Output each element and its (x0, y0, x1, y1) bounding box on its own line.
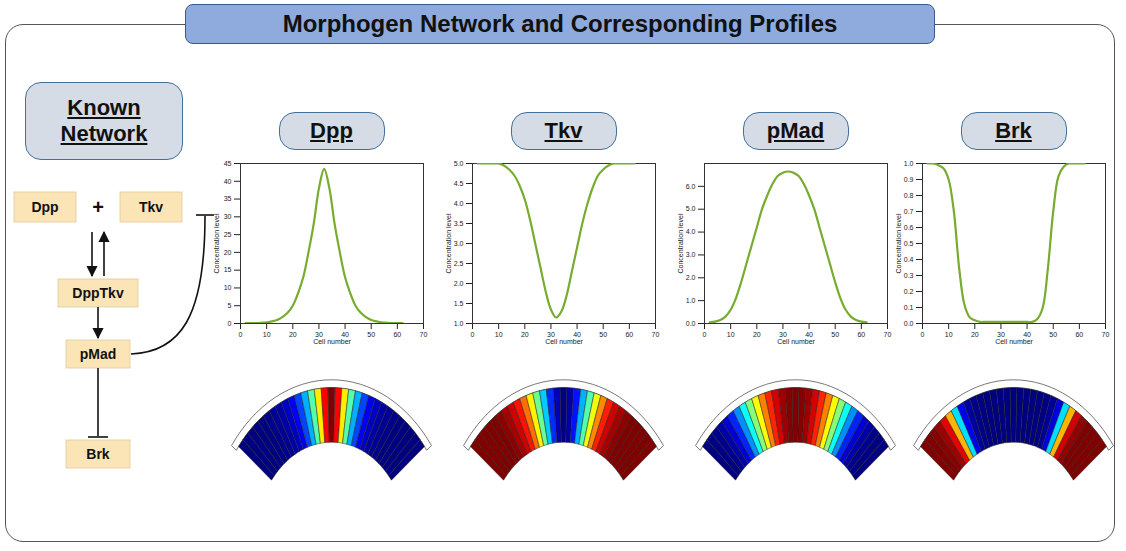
svg-text:pMad: pMad (80, 346, 117, 362)
svg-text:25: 25 (224, 231, 232, 238)
svg-text:45: 45 (224, 160, 232, 167)
svg-text:20: 20 (971, 331, 979, 338)
svg-text:2.5: 2.5 (454, 260, 464, 267)
svg-text:Tkv: Tkv (139, 199, 163, 215)
svg-text:20: 20 (753, 331, 761, 338)
svg-text:3.0: 3.0 (454, 240, 464, 247)
svg-text:40: 40 (573, 331, 581, 339)
svg-text:40: 40 (341, 331, 349, 339)
svg-text:+: + (92, 196, 104, 218)
svg-text:5.0: 5.0 (686, 205, 696, 212)
svg-text:60: 60 (1075, 331, 1083, 338)
svg-text:50: 50 (831, 331, 839, 338)
svg-text:0: 0 (228, 320, 232, 327)
svg-text:70: 70 (884, 331, 892, 338)
svg-text:4.0: 4.0 (686, 228, 696, 235)
svg-text:0: 0 (471, 331, 475, 338)
svg-text:2.0: 2.0 (686, 274, 696, 281)
svg-text:20: 20 (521, 331, 529, 338)
svg-text:10: 10 (727, 331, 735, 338)
svg-text:Brk: Brk (86, 446, 110, 462)
svg-text:50: 50 (1049, 331, 1057, 338)
svg-text:5.0: 5.0 (454, 160, 464, 167)
svg-text:15: 15 (224, 266, 232, 273)
svg-text:1.0: 1.0 (904, 160, 914, 167)
svg-text:0.9: 0.9 (904, 176, 914, 183)
svg-text:40: 40 (805, 331, 813, 339)
svg-text:Cell number: Cell number (545, 338, 583, 345)
svg-text:40: 40 (1023, 331, 1031, 339)
svg-text:10: 10 (495, 331, 503, 338)
svg-text:30: 30 (224, 213, 232, 220)
svg-text:0.7: 0.7 (904, 208, 914, 215)
svg-text:20: 20 (224, 249, 232, 256)
svg-text:60: 60 (393, 331, 401, 338)
svg-text:30: 30 (547, 331, 555, 339)
svg-text:0: 0 (239, 331, 243, 338)
svg-text:3.5: 3.5 (454, 220, 464, 227)
svg-text:1.0: 1.0 (686, 297, 696, 304)
html-text:Morphogen Network and Correspo: Morphogen Network and Corresponding Prof… (282, 10, 838, 37)
svg-text:0.4: 0.4 (904, 256, 914, 263)
svg-text:10: 10 (945, 331, 953, 338)
svg-text:10: 10 (224, 284, 232, 291)
svg-text:20: 20 (289, 331, 297, 338)
svg-text:Cell number: Cell number (313, 338, 351, 345)
svg-text:60: 60 (857, 331, 865, 338)
svg-text:60: 60 (625, 331, 633, 338)
svg-text:0: 0 (703, 331, 707, 338)
svg-text:30: 30 (997, 331, 1005, 339)
svg-text:0.0: 0.0 (686, 320, 696, 327)
svg-text:DppTkv: DppTkv (72, 285, 124, 301)
html-text:Brk: Brk (995, 118, 1032, 143)
svg-text:Cell number: Cell number (777, 338, 815, 345)
svg-text:70: 70 (652, 331, 660, 338)
svg-text:Concentration level: Concentration level (677, 213, 684, 273)
svg-text:4.0: 4.0 (454, 200, 464, 207)
html-text:pMad: pMad (766, 118, 825, 143)
svg-text:Dpp: Dpp (31, 199, 58, 215)
svg-text:1.5: 1.5 (454, 300, 464, 307)
svg-text:1.0: 1.0 (454, 320, 464, 327)
svg-text:6.0: 6.0 (686, 183, 696, 190)
svg-text:40: 40 (224, 178, 232, 185)
svg-text:0: 0 (921, 331, 925, 338)
svg-text:0.2: 0.2 (904, 288, 914, 295)
svg-text:Concentration level: Concentration level (213, 213, 220, 273)
svg-text:70: 70 (420, 331, 428, 338)
svg-text:35: 35 (224, 195, 232, 202)
svg-text:0.5: 0.5 (904, 240, 914, 247)
svg-text:Cell number: Cell number (995, 338, 1033, 345)
svg-text:0.3: 0.3 (904, 272, 914, 279)
svg-text:0.8: 0.8 (904, 192, 914, 199)
html-text:Tkv: Tkv (544, 118, 583, 143)
svg-text:10: 10 (263, 331, 271, 338)
svg-text:50: 50 (599, 331, 607, 338)
svg-text:0.0: 0.0 (904, 320, 914, 327)
svg-text:30: 30 (315, 331, 323, 339)
svg-text:Concentration level: Concentration level (895, 213, 902, 273)
svg-text:0.1: 0.1 (904, 304, 914, 311)
svg-text:2.0: 2.0 (454, 280, 464, 287)
svg-text:3.0: 3.0 (686, 251, 696, 258)
svg-text:70: 70 (1102, 331, 1110, 338)
svg-text:50: 50 (367, 331, 375, 338)
html-text:Dpp: Dpp (310, 118, 353, 143)
svg-text:4.5: 4.5 (454, 180, 464, 187)
svg-text:5: 5 (228, 302, 232, 309)
svg-text:30: 30 (779, 331, 787, 339)
svg-text:Concentration level: Concentration level (445, 213, 452, 273)
html-text:Known Network: Known Network (60, 95, 148, 146)
svg-text:0.6: 0.6 (904, 224, 914, 231)
